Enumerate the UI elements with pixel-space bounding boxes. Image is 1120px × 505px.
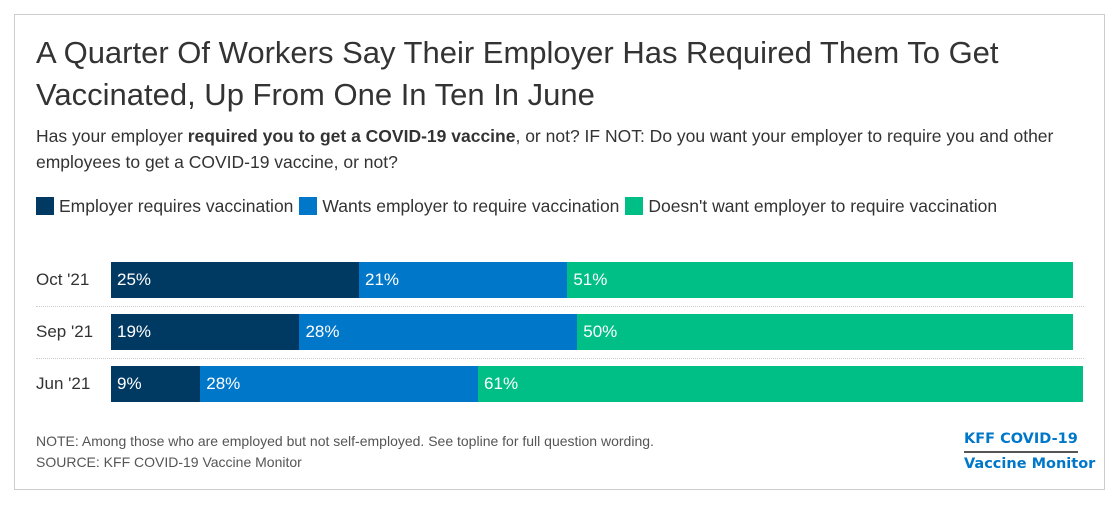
logo-line1: KFF COVID-19 bbox=[964, 428, 1078, 453]
subtitle-text: Has your employer bbox=[36, 126, 188, 146]
subtitle-text-end: , or not? IF NOT: Do you want your emplo… bbox=[36, 126, 1054, 172]
bar-segment bbox=[111, 314, 300, 350]
data-label: 51% bbox=[573, 270, 608, 289]
bar-segment bbox=[478, 366, 1084, 402]
bar-segment bbox=[111, 366, 201, 402]
legend-swatch bbox=[299, 197, 318, 215]
bar-segment bbox=[359, 262, 568, 298]
logo-line2: Vaccine Monitor bbox=[964, 456, 1096, 472]
data-label: 19% bbox=[117, 322, 152, 341]
row-separator bbox=[36, 306, 1084, 307]
legend-swatch bbox=[36, 197, 54, 215]
legend: Employer requires vaccination Wants emplo… bbox=[36, 193, 1086, 220]
legend-item: Wants employer to require vaccination bbox=[299, 196, 619, 216]
data-label: 21% bbox=[365, 270, 400, 289]
data-label: 50% bbox=[583, 322, 618, 341]
footnote: NOTE: Among those who are employed but n… bbox=[36, 431, 654, 473]
note-text: NOTE: Among those who are employed but n… bbox=[36, 433, 654, 449]
legend-label: Employer requires vaccination bbox=[59, 196, 294, 216]
bar-segment bbox=[577, 314, 1074, 350]
chart-subtitle: Has your employer required you to get a … bbox=[36, 123, 1096, 175]
data-label: 9% bbox=[117, 374, 142, 393]
bar-segment bbox=[299, 314, 578, 350]
bar-segment bbox=[111, 262, 359, 298]
category-label: Oct '21 bbox=[36, 270, 90, 289]
legend-item: Doesn't want employer to require vaccina… bbox=[625, 196, 997, 216]
bar-segment bbox=[567, 262, 1074, 298]
subtitle-bold: required you to get a COVID-19 vaccine bbox=[187, 126, 516, 146]
legend-label: Wants employer to require vaccination bbox=[322, 196, 620, 216]
data-label: 28% bbox=[305, 322, 340, 341]
chart-frame bbox=[14, 14, 1105, 490]
category-label: Jun '21 bbox=[36, 374, 91, 393]
row-separator bbox=[36, 358, 1084, 359]
chart-title: A Quarter Of Workers Say Their Employer … bbox=[36, 35, 999, 112]
data-label: 61% bbox=[484, 374, 519, 393]
category-label: Sep '21 bbox=[36, 322, 94, 341]
legend-item: Employer requires vaccination bbox=[36, 196, 293, 216]
source-text: SOURCE: KFF COVID-19 Vaccine Monitor bbox=[36, 454, 302, 470]
kff-logo: KFF COVID-19 Vaccine Monitor bbox=[964, 428, 1095, 475]
legend-swatch bbox=[625, 197, 644, 215]
legend-label: Doesn't want employer to require vaccina… bbox=[648, 196, 998, 216]
data-label: 28% bbox=[206, 374, 241, 393]
data-label: 25% bbox=[117, 270, 152, 289]
bar-segment bbox=[200, 366, 479, 402]
